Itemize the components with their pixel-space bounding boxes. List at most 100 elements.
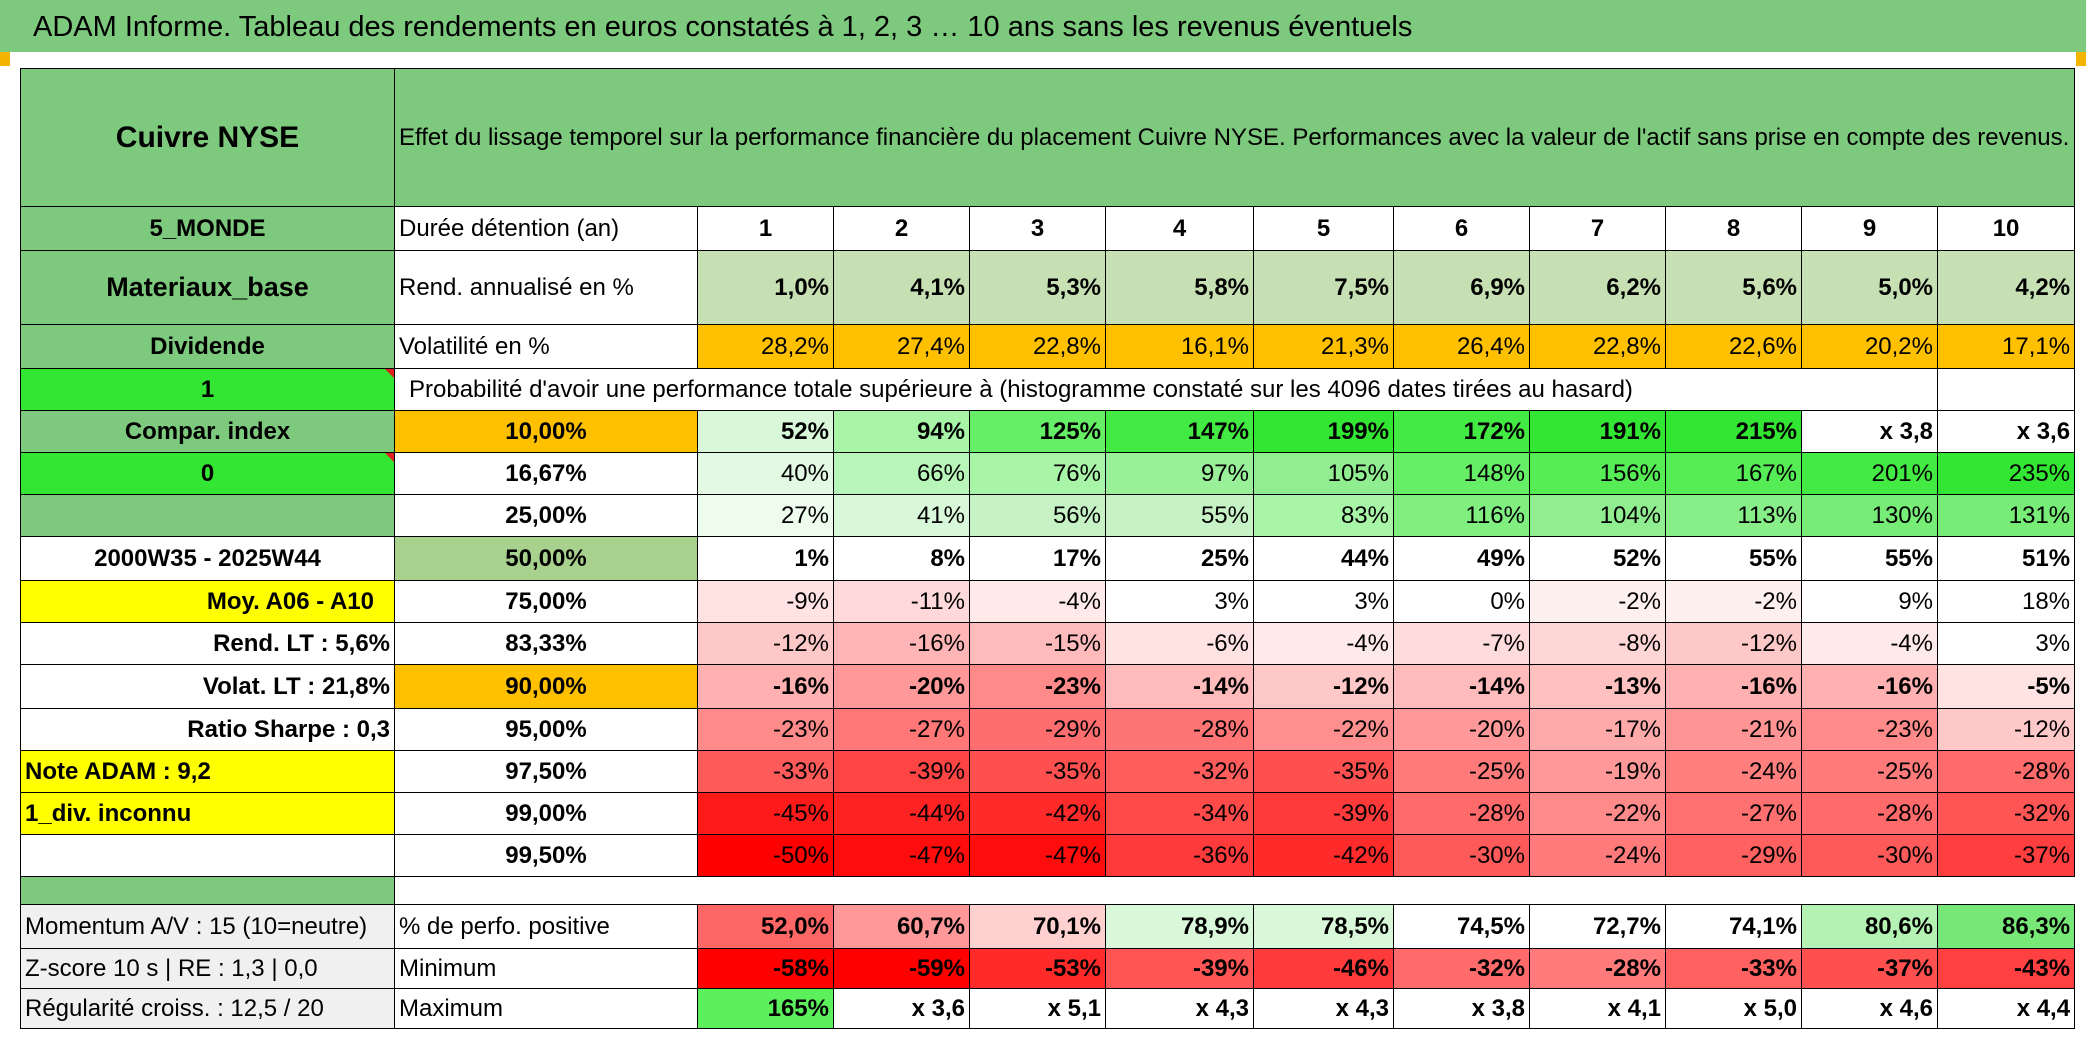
volat-lt: Volat. LT : 21,8% (20, 664, 395, 709)
rend-value: 4,1% (833, 250, 970, 325)
years-label: Durée détention (an) (394, 206, 698, 251)
stat-value: -39% (1105, 948, 1254, 989)
quantile-value: -42% (1253, 834, 1394, 877)
stat-value: 78,9% (1105, 904, 1254, 949)
quantile-value: -29% (1665, 834, 1802, 877)
quantile-value: -45% (697, 792, 834, 835)
stat-value: x 4,1 (1529, 988, 1666, 1029)
average-label: Moy. A06 - A10 (20, 580, 395, 623)
div-info: 1_div. inconnu (20, 792, 395, 835)
quantile-value: -5% (1936, 664, 2076, 709)
rend-value: 4,2% (1936, 250, 2076, 325)
quantile-value: -16% (833, 622, 970, 665)
stat-value: -37% (1801, 948, 1938, 989)
stat-label: % de perfo. positive (394, 904, 698, 949)
blank-cell (20, 834, 395, 877)
quantile-value: 41% (833, 494, 970, 537)
rend-value: 1,0% (697, 250, 834, 325)
quantile-value: 18% (1936, 580, 2076, 623)
quantile-value: 199% (1253, 410, 1394, 453)
blank-cell (20, 494, 395, 537)
year-header: 9 (1801, 206, 1938, 251)
quantile-value: 94% (833, 410, 970, 453)
quantile-value: -39% (833, 750, 970, 793)
vol-value: 22,8% (969, 324, 1106, 369)
stat-value: 78,5% (1253, 904, 1394, 949)
quantile-value: -28% (1801, 792, 1938, 835)
quantile-label: 97,50% (394, 750, 698, 793)
quantile-value: -8% (1529, 622, 1666, 665)
quantile-value: 130% (1801, 494, 1938, 537)
stat-value: -53% (969, 948, 1106, 989)
quantile-value: -25% (1393, 750, 1530, 793)
year-header: 5 (1253, 206, 1394, 251)
quantile-value: x 3,6 (1936, 410, 2076, 453)
compare-label: Compar. index (20, 410, 395, 453)
quantile-value: -16% (1801, 664, 1938, 709)
quantile-value: 25% (1105, 536, 1254, 581)
quantile-value: -22% (1529, 792, 1666, 835)
stat-value: 70,1% (969, 904, 1106, 949)
quantile-value: 235% (1936, 452, 2076, 495)
vol-value: 20,2% (1801, 324, 1938, 369)
stat-value: x 4,3 (1105, 988, 1254, 1029)
stat-value: x 5,1 (969, 988, 1106, 1029)
vol-value: 22,6% (1665, 324, 1802, 369)
quantile-value: 131% (1936, 494, 2076, 537)
year-header: 8 (1665, 206, 1802, 251)
quantile-value: -4% (1801, 622, 1938, 665)
quantile-value: 97% (1105, 452, 1254, 495)
quantile-value: 172% (1393, 410, 1530, 453)
quantile-value: 3% (1253, 580, 1394, 623)
quantile-value: 104% (1529, 494, 1666, 537)
rend-label: Rend. annualisé en % (394, 250, 698, 325)
stat-label: Maximum (394, 988, 698, 1029)
quantile-value: 215% (1665, 410, 1802, 453)
quantile-label: 95,00% (394, 708, 698, 751)
quantile-value: -47% (969, 834, 1106, 877)
quantile-value: -35% (1253, 750, 1394, 793)
quantile-value: -47% (833, 834, 970, 877)
stat-value: 74,1% (1665, 904, 1802, 949)
stat-value: -59% (833, 948, 970, 989)
quantile-value: -14% (1393, 664, 1530, 709)
quantile-value: -33% (697, 750, 834, 793)
quantile-value: -2% (1529, 580, 1666, 623)
quantile-value: -27% (833, 708, 970, 751)
quantile-value: 191% (1529, 410, 1666, 453)
corner-marker (0, 52, 10, 66)
quantile-value: -35% (969, 750, 1106, 793)
probability-caption: Probabilité d'avoir une performance tota… (394, 368, 1802, 411)
dividend-label: Dividende (20, 324, 395, 369)
quantile-value: -24% (1529, 834, 1666, 877)
stat-value: x 4,4 (1936, 988, 2076, 1029)
quantile-value: -22% (1253, 708, 1394, 751)
quantile-label: 99,00% (394, 792, 698, 835)
quantile-value: -14% (1105, 664, 1254, 709)
quantile-value: -44% (833, 792, 970, 835)
rend-value: 5,3% (969, 250, 1106, 325)
quantile-value: -9% (697, 580, 834, 623)
quantile-value: 49% (1393, 536, 1530, 581)
quantile-value: -50% (697, 834, 834, 877)
quantile-value: -20% (833, 664, 970, 709)
quantile-value: -12% (697, 622, 834, 665)
report-title: ADAM Informe. Tableau des rendements en … (0, 0, 2086, 52)
quantile-value: -12% (1253, 664, 1394, 709)
quantile-value: 56% (969, 494, 1106, 537)
vol-label: Volatilité en % (394, 324, 698, 369)
quantile-value: -25% (1801, 750, 1938, 793)
quantile-value: -19% (1529, 750, 1666, 793)
quantile-value: -29% (969, 708, 1106, 751)
vol-value: 27,4% (833, 324, 970, 369)
year-header: 7 (1529, 206, 1666, 251)
sharpe-ratio: Ratio Sharpe : 0,3 (20, 708, 395, 751)
quantile-value: x 3,8 (1801, 410, 1938, 453)
quantile-value: -36% (1105, 834, 1254, 877)
quantile-value: -12% (1936, 708, 2076, 751)
stat-value: -33% (1665, 948, 1802, 989)
quantile-value: -20% (1393, 708, 1530, 751)
quantile-value: 105% (1253, 452, 1394, 495)
quantile-value: 148% (1393, 452, 1530, 495)
year-header: 10 (1936, 206, 2076, 251)
